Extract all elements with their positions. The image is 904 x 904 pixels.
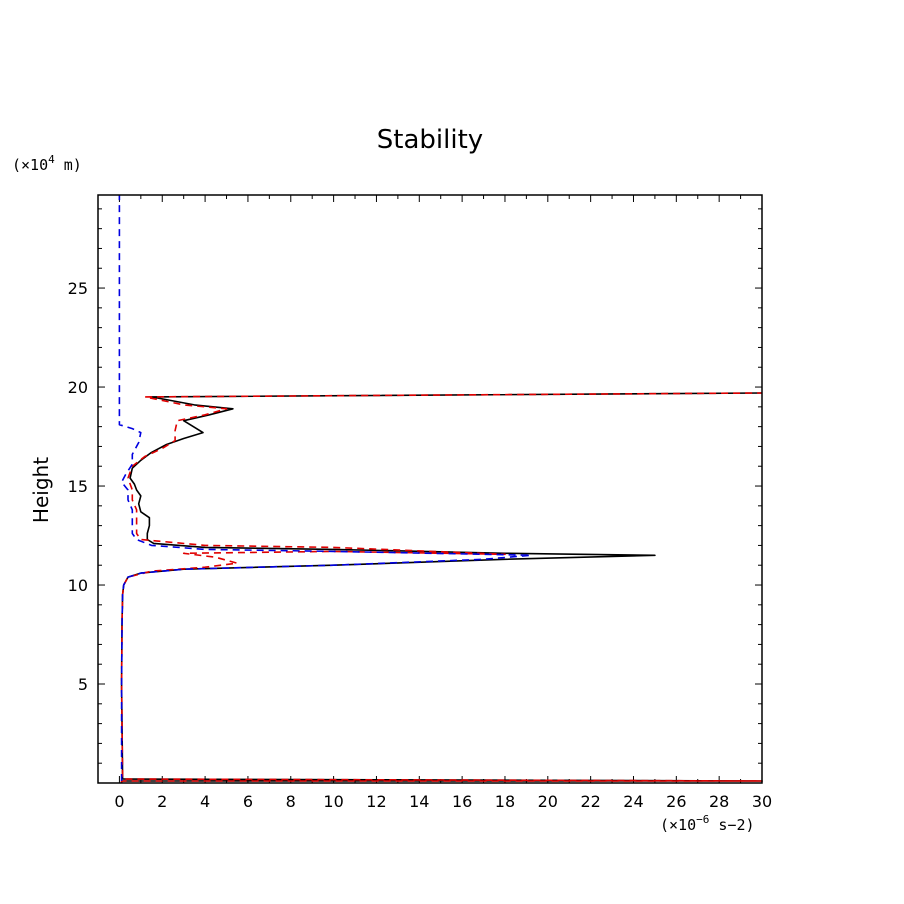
x-tick-label: 6: [243, 792, 253, 811]
x-tick-label: 16: [452, 792, 472, 811]
x-tick-label: 8: [286, 792, 296, 811]
y-tick-label: 15: [68, 477, 88, 496]
x-tick-label: 30: [752, 792, 772, 811]
plot-frame: [97, 194, 763, 784]
y-axis-label: Height: [29, 457, 53, 523]
x-tick-label: 28: [709, 792, 729, 811]
x-tick-label: 18: [495, 792, 515, 811]
x-tick-label: 0: [114, 792, 124, 811]
series-layer: [118, 195, 763, 783]
x-tick-label: 24: [623, 792, 643, 811]
y-tick-label: 10: [68, 576, 88, 595]
y-tick-label: 20: [68, 378, 88, 397]
x-tick-label: 10: [323, 792, 343, 811]
series-line-blue-dashed: [118, 195, 532, 781]
x-tick-label: 14: [409, 792, 429, 811]
x-tick-label: 20: [538, 792, 558, 811]
chart-title: Stability: [377, 125, 483, 155]
x-unit-label: (×10−6 s−2): [660, 813, 755, 834]
y-unit-label: (×104 m): [12, 153, 82, 174]
y-tick-label: 5: [78, 675, 88, 694]
x-tick-label: 12: [366, 792, 386, 811]
x-tick-label: 22: [580, 792, 600, 811]
series-line-red-dashed: [120, 392, 763, 783]
x-tick-label: 2: [157, 792, 167, 811]
series-line-black-solid: [120, 392, 763, 783]
x-tick-label: 4: [200, 792, 210, 811]
y-tick-label: 25: [68, 279, 88, 298]
x-tick-label: 26: [666, 792, 686, 811]
